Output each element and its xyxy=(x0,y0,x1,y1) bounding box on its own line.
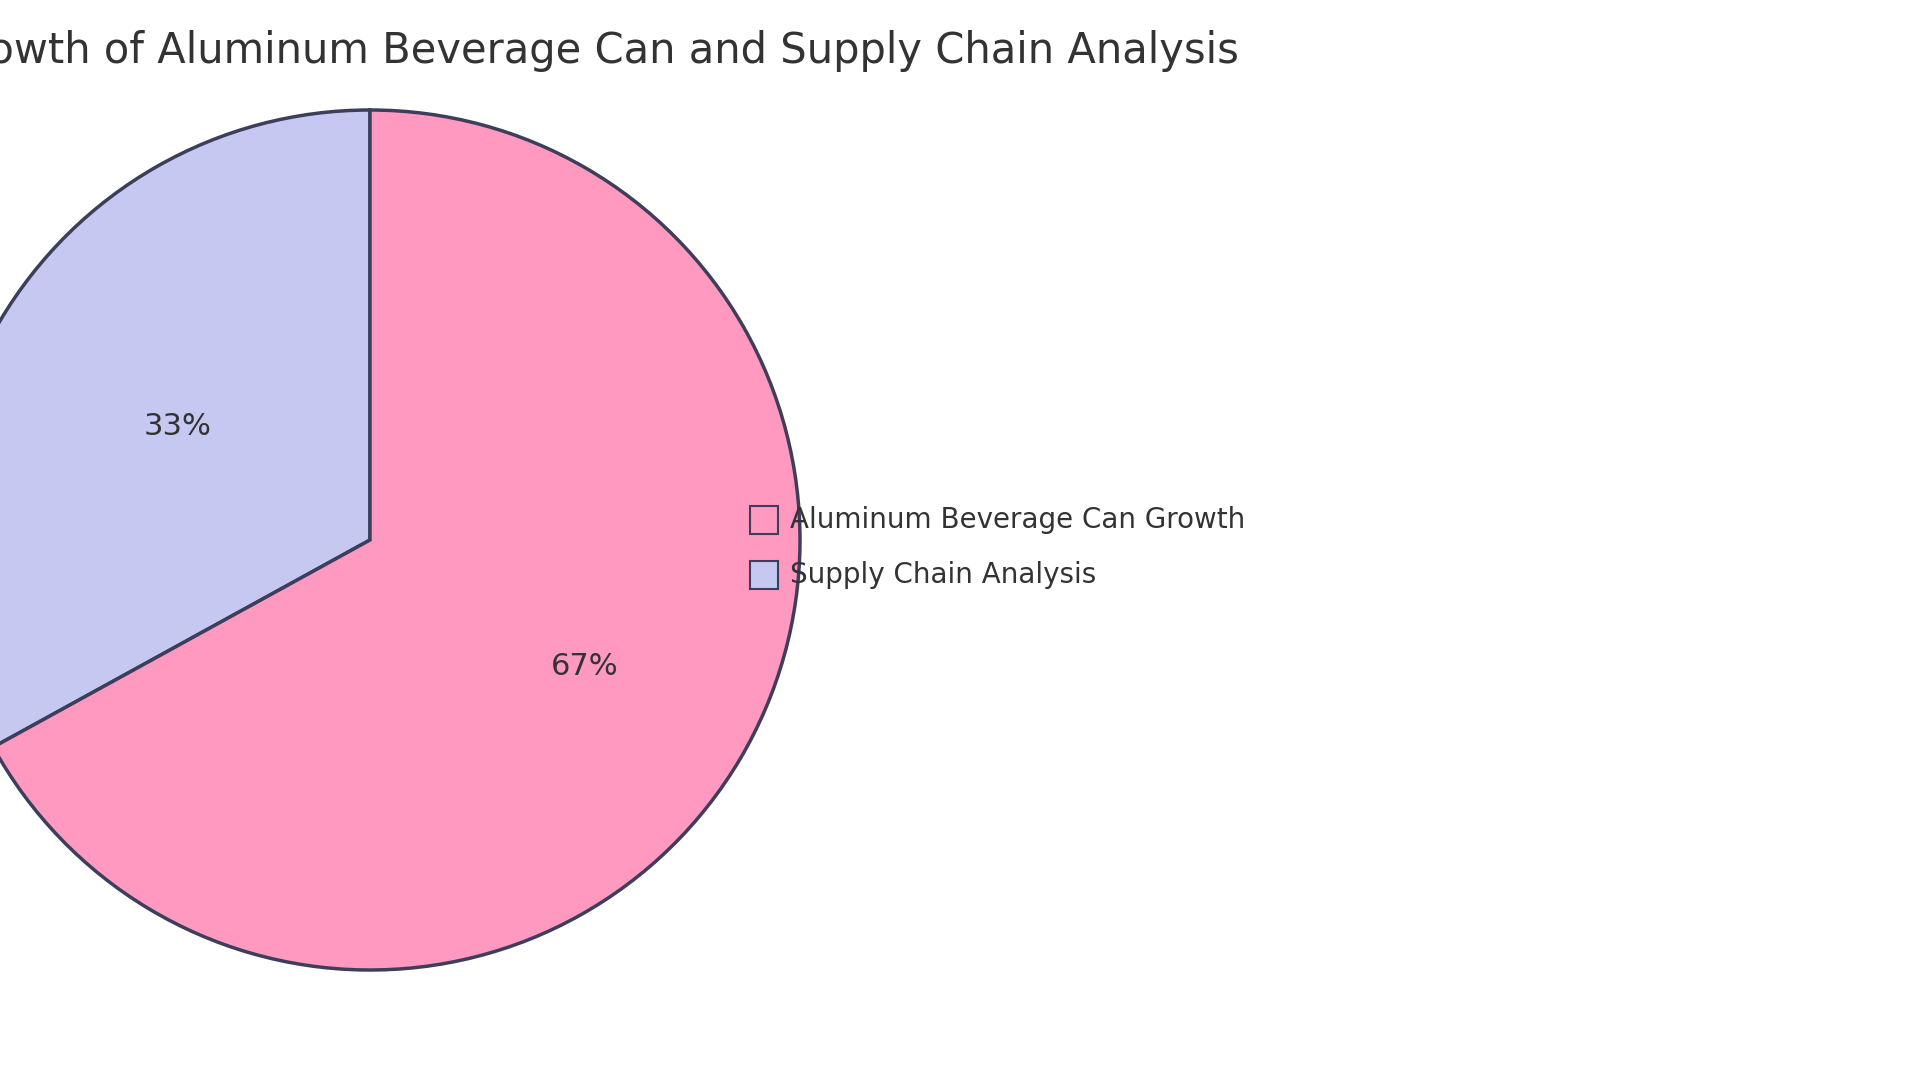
Text: 67%: 67% xyxy=(551,652,618,681)
Bar xyxy=(751,507,778,534)
Text: Aluminum Beverage Can Growth: Aluminum Beverage Can Growth xyxy=(789,507,1246,534)
Wedge shape xyxy=(0,110,371,747)
Text: Supply Chain Analysis: Supply Chain Analysis xyxy=(789,561,1096,589)
Bar xyxy=(751,561,778,589)
Wedge shape xyxy=(0,110,801,970)
Text: Growth of Aluminum Beverage Can and Supply Chain Analysis: Growth of Aluminum Beverage Can and Supp… xyxy=(0,30,1238,72)
Text: 33%: 33% xyxy=(144,411,211,441)
